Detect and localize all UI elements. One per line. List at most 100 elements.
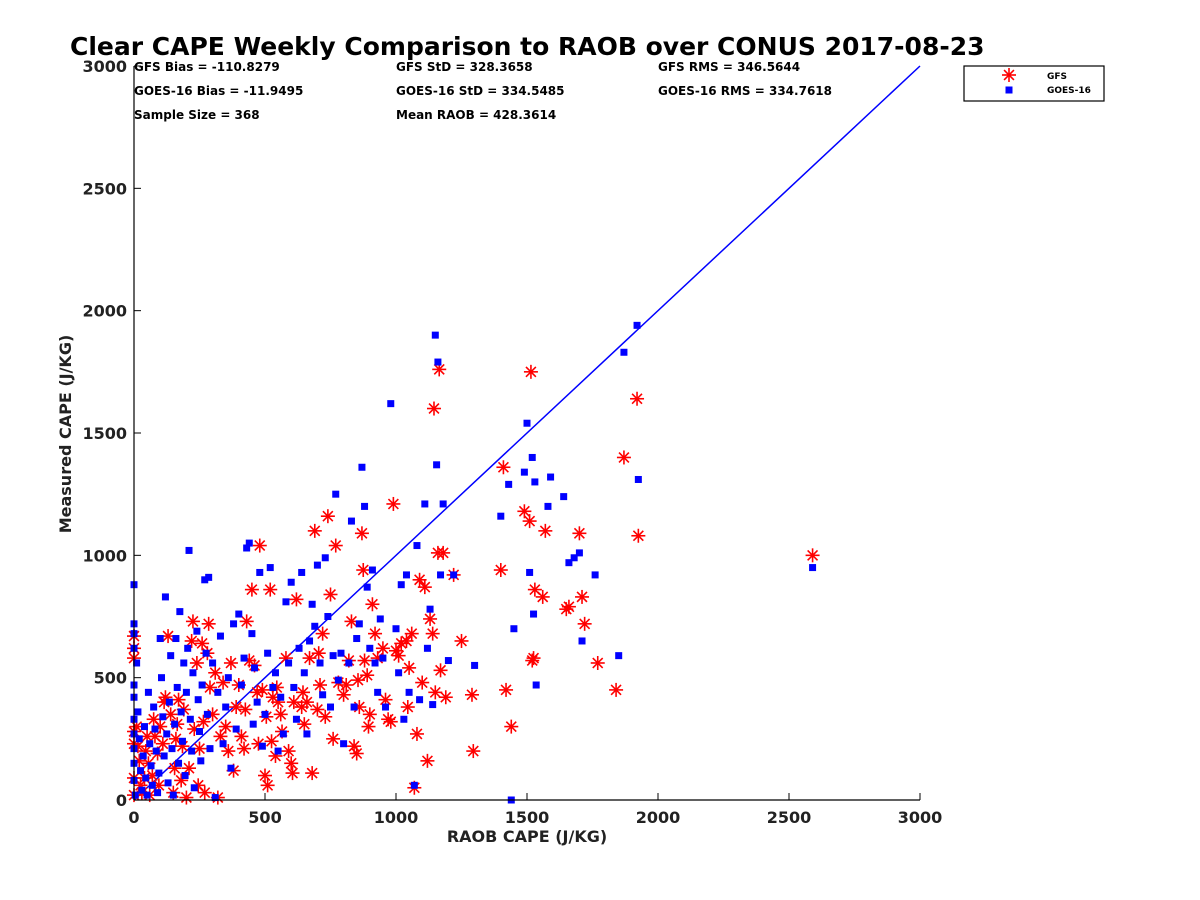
chart-title: Clear CAPE Weekly Comparison to RAOB ove… (70, 32, 985, 61)
goes16-point (193, 627, 201, 635)
goes16-point (161, 593, 169, 601)
gfs-point (609, 682, 624, 697)
goes16-point (316, 659, 324, 667)
goes16-point (155, 769, 163, 777)
y-tick-label: 0 (116, 791, 127, 810)
gfs-point (428, 685, 443, 700)
goes16-point (809, 564, 817, 572)
gfs-point (297, 717, 312, 732)
y-tick-label: 1000 (82, 546, 127, 565)
goes16-point (181, 772, 189, 780)
goes16-point (505, 480, 513, 488)
goes16-point (530, 610, 538, 618)
gfs-point (260, 778, 275, 793)
goes16-point (154, 789, 162, 797)
goes16-point (350, 703, 358, 711)
goes16-point (405, 688, 413, 696)
gfs-point (318, 709, 333, 724)
gfs-point (281, 744, 296, 759)
goes16-point (147, 762, 155, 770)
gfs-point (336, 687, 351, 702)
axes: 0 500 1000 1500 2000 2500 3000 0 500 1000 1500 2000… (82, 57, 942, 827)
goes16-point (439, 500, 447, 508)
goes16-point (165, 698, 173, 706)
goes16-point (205, 573, 213, 581)
gfs-point (522, 514, 537, 529)
goes16-point (620, 348, 628, 356)
gfs-point (357, 653, 372, 668)
gfs-point (158, 690, 173, 705)
gfs-point (496, 460, 511, 475)
goes16-point (202, 649, 210, 657)
gfs-point (195, 636, 210, 651)
gfs-point (252, 538, 267, 553)
goes16-point (143, 791, 151, 799)
goes16-point (142, 774, 150, 782)
x-axis-label: RAOB CAPE (J/KG) (447, 827, 607, 846)
gfs-point (409, 726, 424, 741)
gfs-point (223, 655, 238, 670)
goes16-point (311, 622, 319, 630)
goes16-point (232, 725, 240, 733)
goes16-point (287, 578, 295, 586)
gfs-point (263, 582, 278, 597)
gfs-point (184, 633, 199, 648)
goes16-point (353, 635, 361, 643)
goes16-point (216, 632, 224, 640)
goes16-point (634, 475, 642, 483)
goes16-point (227, 764, 235, 772)
x-tick-label: 1000 (374, 808, 419, 827)
goes16-point (423, 644, 431, 652)
gfs-point (182, 761, 197, 776)
gfs-point (404, 626, 419, 641)
goes16-point (437, 571, 445, 579)
goes16-point (382, 703, 390, 711)
goes16-point (392, 625, 400, 633)
gfs-point (302, 651, 317, 666)
goes16-point (253, 698, 261, 706)
goes16-point (144, 688, 152, 696)
goes16-point (196, 727, 203, 735)
gfs-point (433, 663, 448, 678)
goes16-point (240, 654, 248, 662)
gfs-point (201, 616, 216, 631)
goes16-point (182, 688, 190, 696)
goes16-point (219, 740, 227, 748)
goes16-point (345, 659, 353, 667)
goes16-point (531, 478, 539, 486)
goes16-point (177, 708, 185, 716)
series-gfs (127, 362, 820, 805)
goes16-point (133, 659, 141, 667)
y-tick-label: 3000 (82, 57, 127, 76)
gfs-point (356, 563, 371, 578)
gfs-point (572, 526, 587, 541)
goes16-point (450, 571, 458, 579)
gfs-point (504, 719, 519, 734)
goes16-point (214, 688, 222, 696)
gfs-point (631, 528, 646, 543)
x-tick-label: 3000 (898, 808, 943, 827)
gfs-point (535, 589, 550, 604)
stat-text: GFS RMS = 346.5644 (658, 60, 800, 74)
legend-goes16-marker (1005, 86, 1013, 94)
gfs-point (258, 768, 272, 783)
goes16-point (416, 696, 424, 704)
gfs-point (454, 633, 469, 648)
goes16-point (402, 571, 410, 579)
gfs-point (805, 548, 820, 563)
gfs-point (400, 700, 415, 715)
goes16-point (510, 625, 518, 633)
gfs-point (307, 523, 322, 538)
goes16-point (575, 549, 583, 557)
gfs-point (375, 641, 390, 656)
goes16-point (248, 630, 256, 638)
gfs-point (368, 626, 383, 641)
goes16-point (156, 635, 164, 643)
goes16-point (308, 600, 316, 608)
gfs-point (179, 790, 194, 805)
y-axis-label: Measured CAPE (J/KG) (56, 335, 75, 534)
gfs-point (538, 523, 553, 538)
gfs-point (493, 563, 508, 578)
goes16-point (374, 688, 382, 696)
